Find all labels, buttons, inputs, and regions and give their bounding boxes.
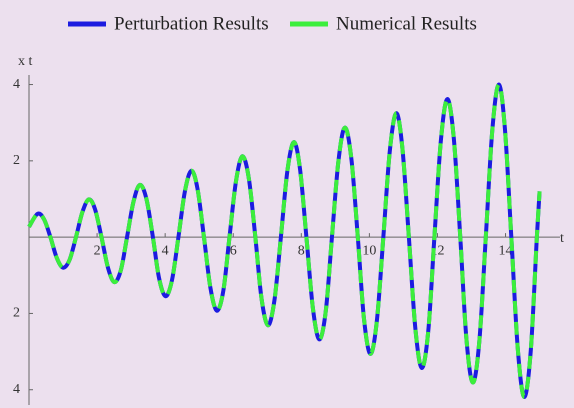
- x-tick-label: 8: [298, 243, 305, 258]
- y-tick-label: 2: [13, 306, 20, 321]
- y-axis-label: x t: [18, 54, 33, 69]
- x-tick-label: 10: [362, 243, 376, 258]
- series-line: [27, 82, 542, 399]
- x-tick-label: 6: [230, 243, 237, 258]
- legend-label: Numerical Results: [336, 13, 477, 34]
- series-line: [27, 82, 542, 399]
- y-tick-label: 2: [13, 153, 20, 168]
- x-tick-label: 4: [162, 243, 169, 258]
- y-tick-label: 4: [13, 382, 20, 397]
- legend-label: Perturbation Results: [114, 13, 269, 34]
- y-tick-label: 4: [13, 77, 20, 92]
- x-tick-label: 14: [499, 243, 513, 258]
- x-tick-label: 2: [94, 243, 101, 258]
- x-axis-label: t: [560, 231, 564, 246]
